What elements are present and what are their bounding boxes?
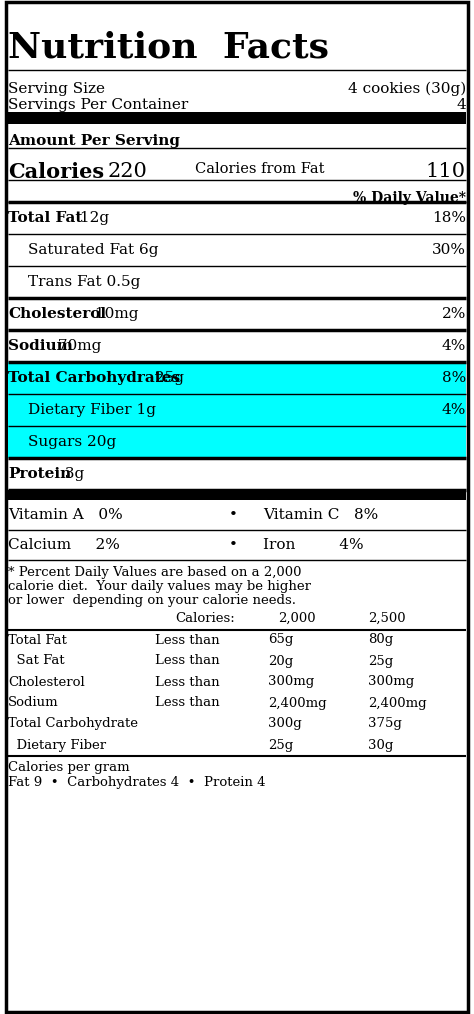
Text: Sat Fat: Sat Fat: [8, 654, 64, 667]
Text: 80g: 80g: [368, 634, 393, 647]
Bar: [8, 362, 466, 394]
Text: 20g: 20g: [268, 654, 293, 667]
Text: 70mg: 70mg: [53, 339, 101, 353]
Text: 10mg: 10mg: [91, 307, 139, 321]
Text: 65g: 65g: [268, 634, 293, 647]
Text: 300mg: 300mg: [268, 675, 314, 689]
Text: 300g: 300g: [268, 718, 302, 730]
Text: Sodium: Sodium: [8, 339, 73, 353]
Text: Trans Fat 0.5g: Trans Fat 0.5g: [28, 275, 140, 289]
Text: 300mg: 300mg: [368, 675, 414, 689]
Text: 3g: 3g: [61, 467, 85, 481]
Text: Vitamin C   8%: Vitamin C 8%: [263, 508, 378, 522]
Text: Total Carbohydrates: Total Carbohydrates: [8, 371, 180, 385]
Text: 2,400mg: 2,400mg: [368, 697, 427, 710]
Text: 18%: 18%: [432, 211, 466, 225]
Text: Cholesterol: Cholesterol: [8, 675, 85, 689]
Text: Calories from Fat: Calories from Fat: [195, 162, 325, 176]
Text: 30%: 30%: [432, 243, 466, 257]
Text: 110: 110: [426, 162, 466, 182]
Text: Cholesterol: Cholesterol: [8, 307, 106, 321]
Text: or lower  depending on your calorie needs.: or lower depending on your calorie needs…: [8, 594, 296, 607]
Bar: [8, 394, 466, 426]
Text: Amount Per Serving: Amount Per Serving: [8, 134, 180, 148]
Text: 12g: 12g: [75, 211, 109, 225]
Text: Servings Per Container: Servings Per Container: [8, 98, 188, 112]
Text: 375g: 375g: [368, 718, 402, 730]
Text: Protein: Protein: [8, 467, 71, 481]
Text: % Daily Value*: % Daily Value*: [353, 191, 466, 205]
Text: Sodium: Sodium: [8, 697, 59, 710]
Bar: [8, 112, 466, 124]
Text: 8%: 8%: [442, 371, 466, 385]
Text: 4%: 4%: [442, 403, 466, 417]
Text: 25g: 25g: [268, 738, 293, 751]
Text: Less than: Less than: [155, 634, 219, 647]
Text: Dietary Fiber 1g: Dietary Fiber 1g: [28, 403, 156, 417]
Text: 4%: 4%: [442, 339, 466, 353]
Text: Less than: Less than: [155, 697, 219, 710]
Text: •: •: [228, 538, 237, 552]
Text: Dietary Fiber: Dietary Fiber: [8, 738, 106, 751]
Text: Calories: Calories: [8, 162, 104, 182]
Text: Saturated Fat 6g: Saturated Fat 6g: [28, 243, 158, 257]
Text: 25g: 25g: [151, 371, 184, 385]
Text: 25g: 25g: [368, 654, 393, 667]
Text: Calories per gram: Calories per gram: [8, 760, 129, 774]
Text: Fat 9  •  Carbohydrates 4  •  Protein 4: Fat 9 • Carbohydrates 4 • Protein 4: [8, 776, 265, 789]
Text: Vitamin A   0%: Vitamin A 0%: [8, 508, 123, 522]
Text: 2%: 2%: [442, 307, 466, 321]
Text: 2,400mg: 2,400mg: [268, 697, 327, 710]
Text: 220: 220: [108, 162, 148, 182]
Text: * Percent Daily Values are based on a 2,000: * Percent Daily Values are based on a 2,…: [8, 566, 301, 579]
Text: Iron         4%: Iron 4%: [263, 538, 364, 552]
Text: 2,000: 2,000: [278, 612, 316, 625]
Text: Total Fat: Total Fat: [8, 211, 82, 225]
Text: Nutrition  Facts: Nutrition Facts: [8, 30, 329, 64]
Text: Less than: Less than: [155, 675, 219, 689]
Text: 2,500: 2,500: [368, 612, 406, 625]
Text: calorie diet.  Your daily values may be higher: calorie diet. Your daily values may be h…: [8, 580, 311, 593]
Bar: [8, 426, 466, 458]
Text: 30g: 30g: [368, 738, 393, 751]
Text: Serving Size: Serving Size: [8, 82, 105, 96]
Text: Total Fat: Total Fat: [8, 634, 67, 647]
Text: Total Carbohydrate: Total Carbohydrate: [8, 718, 138, 730]
Text: Calcium     2%: Calcium 2%: [8, 538, 120, 552]
Text: Less than: Less than: [155, 654, 219, 667]
Text: Calories:: Calories:: [175, 612, 235, 625]
Bar: [8, 490, 466, 500]
Text: Sugars 20g: Sugars 20g: [28, 435, 116, 449]
Text: •: •: [228, 508, 237, 522]
Text: 4 cookies (30g): 4 cookies (30g): [348, 82, 466, 96]
Text: 4: 4: [456, 98, 466, 112]
